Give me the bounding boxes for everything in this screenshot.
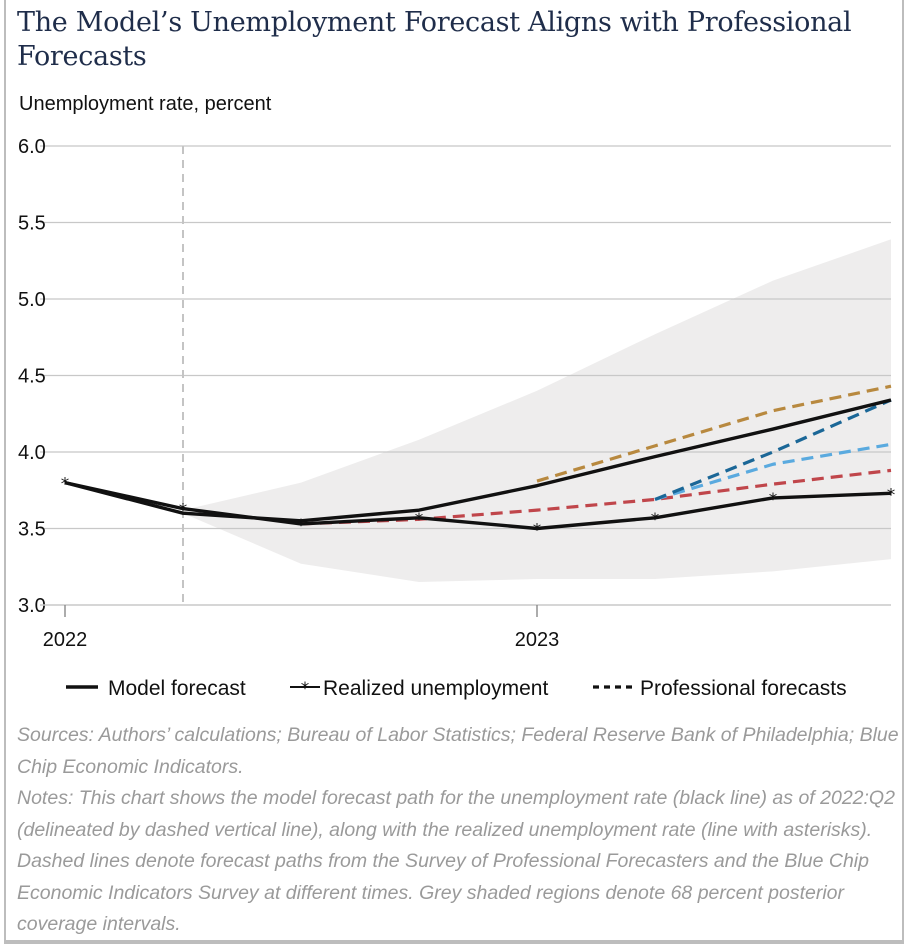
series-line-prof_darkblue: [654, 398, 892, 501]
notes-block: Sources: Authors’ calculations; Bureau o…: [17, 720, 902, 941]
y-tick-label: 4.5: [18, 366, 46, 388]
series-line-realized: [64, 480, 892, 531]
realized-marker: *: [769, 490, 778, 510]
chart-title: The Model’s Unemployment Forecast Aligns…: [17, 7, 852, 72]
y-tick-label: 6.0: [18, 136, 46, 158]
realized-marker: *: [887, 485, 896, 505]
realized-marker: *: [297, 516, 306, 536]
realized-marker: *: [415, 510, 424, 530]
x-tick-label: 2022: [43, 629, 88, 651]
y-tick-label: 5.5: [18, 213, 46, 235]
legend-swatch-marker: *: [301, 679, 310, 699]
realized-marker: *: [61, 475, 70, 495]
coverage-band: [183, 239, 891, 583]
y-tick-label: 3.0: [18, 595, 46, 617]
sources-text: Sources: Authors’ calculations; Bureau o…: [17, 724, 899, 778]
legend-label-model: Model forecast: [108, 677, 246, 700]
legend-label-professional: Professional forecasts: [640, 677, 847, 700]
series-line-prof_lightblue: [654, 442, 892, 501]
series-line-prof_gold: [536, 384, 892, 483]
y-axis-label: Unemployment rate, percent: [19, 93, 272, 115]
legend-label-realized: Realized unemployment: [323, 677, 548, 700]
x-tick-label: 2023: [515, 629, 560, 651]
y-tick-label: 4.0: [18, 442, 46, 464]
notes-text: Notes: This chart shows the model foreca…: [17, 787, 895, 935]
realized-marker: *: [179, 501, 188, 521]
chart-frame: [4, 0, 904, 944]
y-tick-label: 3.5: [18, 519, 46, 541]
unemployment-chart: Unemployment rate, percent 3.0 3.5 4.0 4.5 5…: [18, 93, 896, 700]
realized-marker: *: [533, 521, 542, 541]
series-line-model: [64, 398, 892, 523]
realized-marker: *: [651, 510, 660, 530]
y-tick-label: 5.0: [18, 289, 46, 311]
